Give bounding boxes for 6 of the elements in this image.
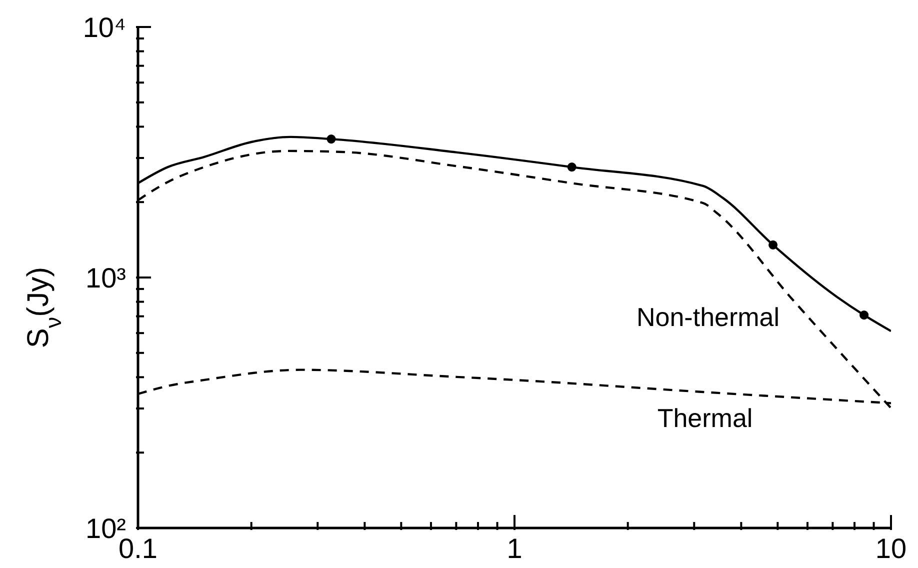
series-label: Non-thermal xyxy=(636,302,780,332)
series-label: Thermal xyxy=(657,402,753,433)
x-tick-label: 1 xyxy=(506,533,522,564)
y-tick-label: 10⁴ xyxy=(82,12,126,43)
x-tick-label: 10 xyxy=(875,533,907,564)
y-tick-label: 10³ xyxy=(86,262,126,294)
